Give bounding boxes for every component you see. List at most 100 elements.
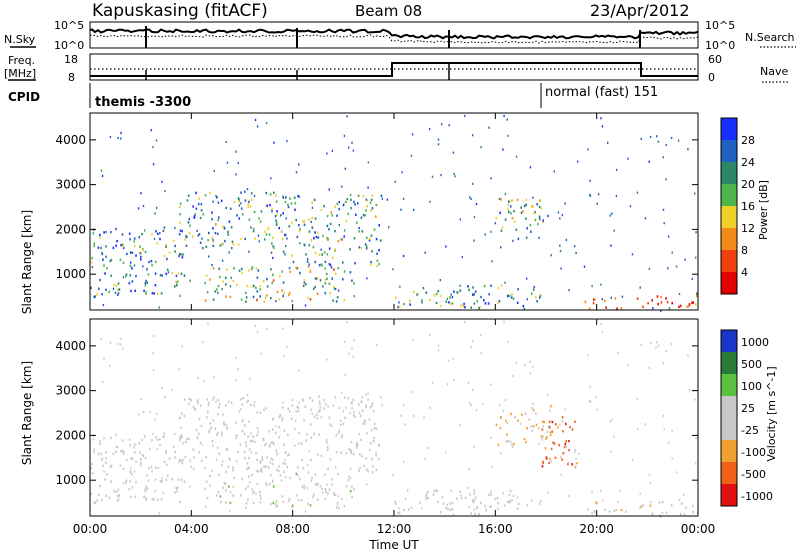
echo-cell [392, 268, 394, 271]
echo-cell [291, 504, 294, 507]
echo-cell [179, 202, 182, 205]
y-tick-label: 2000 [55, 222, 86, 236]
echo-cell [546, 393, 549, 396]
echo-cell [298, 369, 300, 372]
colorbar-tick-label: -25 [741, 424, 759, 437]
echo-cell [238, 204, 241, 207]
echo-cell [225, 283, 227, 286]
echo-cell [600, 117, 602, 120]
echo-cell [137, 207, 140, 210]
echo-cell [539, 502, 541, 505]
colorbar-segment [721, 440, 737, 463]
echo-cell [243, 450, 246, 454]
echo-cell [602, 499, 604, 502]
echo-cell [135, 274, 137, 278]
echo-cell [365, 405, 367, 409]
echo-cell [561, 214, 563, 217]
power-colorbar-label: Power [dB] [757, 180, 770, 240]
echo-cell [463, 302, 465, 306]
echo-cell [157, 466, 159, 469]
echo-cell [349, 490, 352, 493]
echo-cell [398, 507, 400, 510]
echo-cell [490, 383, 492, 386]
echo-cell [138, 442, 141, 445]
echo-cell [284, 462, 287, 465]
echo-cell [104, 478, 106, 481]
echo-cell [437, 143, 440, 146]
echo-cell [441, 496, 444, 499]
echo-cell [366, 277, 368, 280]
echo-cell [283, 443, 285, 446]
echo-cell [561, 420, 563, 423]
echo-cell [311, 206, 314, 209]
echo-cell [478, 306, 480, 310]
echo-cell [306, 260, 309, 263]
echo-cell [605, 306, 607, 309]
echo-cell [297, 407, 300, 410]
echo-cell [364, 420, 366, 423]
echo-cell [575, 457, 577, 460]
echo-cell [472, 501, 475, 504]
echo-cell [152, 146, 154, 149]
echo-cell [472, 293, 474, 296]
echo-cell [373, 427, 376, 430]
echo-cell [179, 221, 181, 224]
echo-cell [316, 416, 318, 420]
echo-cell [110, 436, 112, 440]
echo-cell [375, 215, 377, 218]
echo-cell [250, 432, 252, 435]
echo-cell [536, 300, 538, 303]
echo-cell [542, 460, 544, 464]
echo-cell [93, 501, 96, 505]
freq-frame [89, 53, 699, 81]
echo-cell [112, 246, 115, 250]
echo-cell [343, 340, 346, 343]
echo-cell [530, 499, 533, 502]
colorbar-frame [720, 329, 738, 507]
echo-cell [324, 260, 327, 264]
echo-cell [610, 244, 612, 247]
echo-cell [216, 446, 219, 449]
echo-cell [310, 479, 313, 482]
echo-cell [216, 494, 218, 497]
echo-cell [532, 425, 535, 428]
echo-cell [295, 266, 298, 269]
echo-cell [211, 264, 213, 267]
echo-cell [667, 235, 670, 238]
echo-cell [322, 491, 324, 494]
echo-cell [99, 442, 101, 446]
echo-cell [306, 433, 308, 436]
echo-cell [179, 253, 181, 256]
echo-cell [100, 338, 102, 341]
echo-cell [144, 488, 147, 491]
echo-cell [354, 415, 356, 418]
echo-cell [550, 254, 552, 257]
echo-cell [529, 360, 531, 363]
echo-cell [609, 214, 611, 217]
echo-cell [296, 235, 299, 239]
echo-cell [328, 282, 331, 285]
echo-cell [121, 243, 124, 246]
echo-cell [567, 462, 569, 466]
echo-cell [562, 452, 565, 455]
echo-cell [459, 218, 461, 221]
echo-cell [468, 468, 470, 471]
echo-cell [179, 437, 182, 440]
echo-cell [496, 497, 499, 500]
echo-cell [656, 341, 658, 344]
echo-cell [270, 268, 272, 271]
echo-cell [313, 198, 316, 202]
echo-cell [370, 209, 372, 212]
echo-cell [511, 499, 513, 502]
echo-cell [251, 488, 253, 491]
echo-cell [473, 492, 476, 495]
x-tick-label: 08:00 [275, 522, 310, 536]
echo-cell [179, 294, 181, 298]
echo-cell [214, 427, 217, 430]
echo-cell [469, 196, 471, 199]
echo-cell [159, 237, 161, 241]
echo-cell [621, 295, 624, 298]
echo-cell [298, 401, 300, 404]
echo-cell [695, 256, 697, 259]
